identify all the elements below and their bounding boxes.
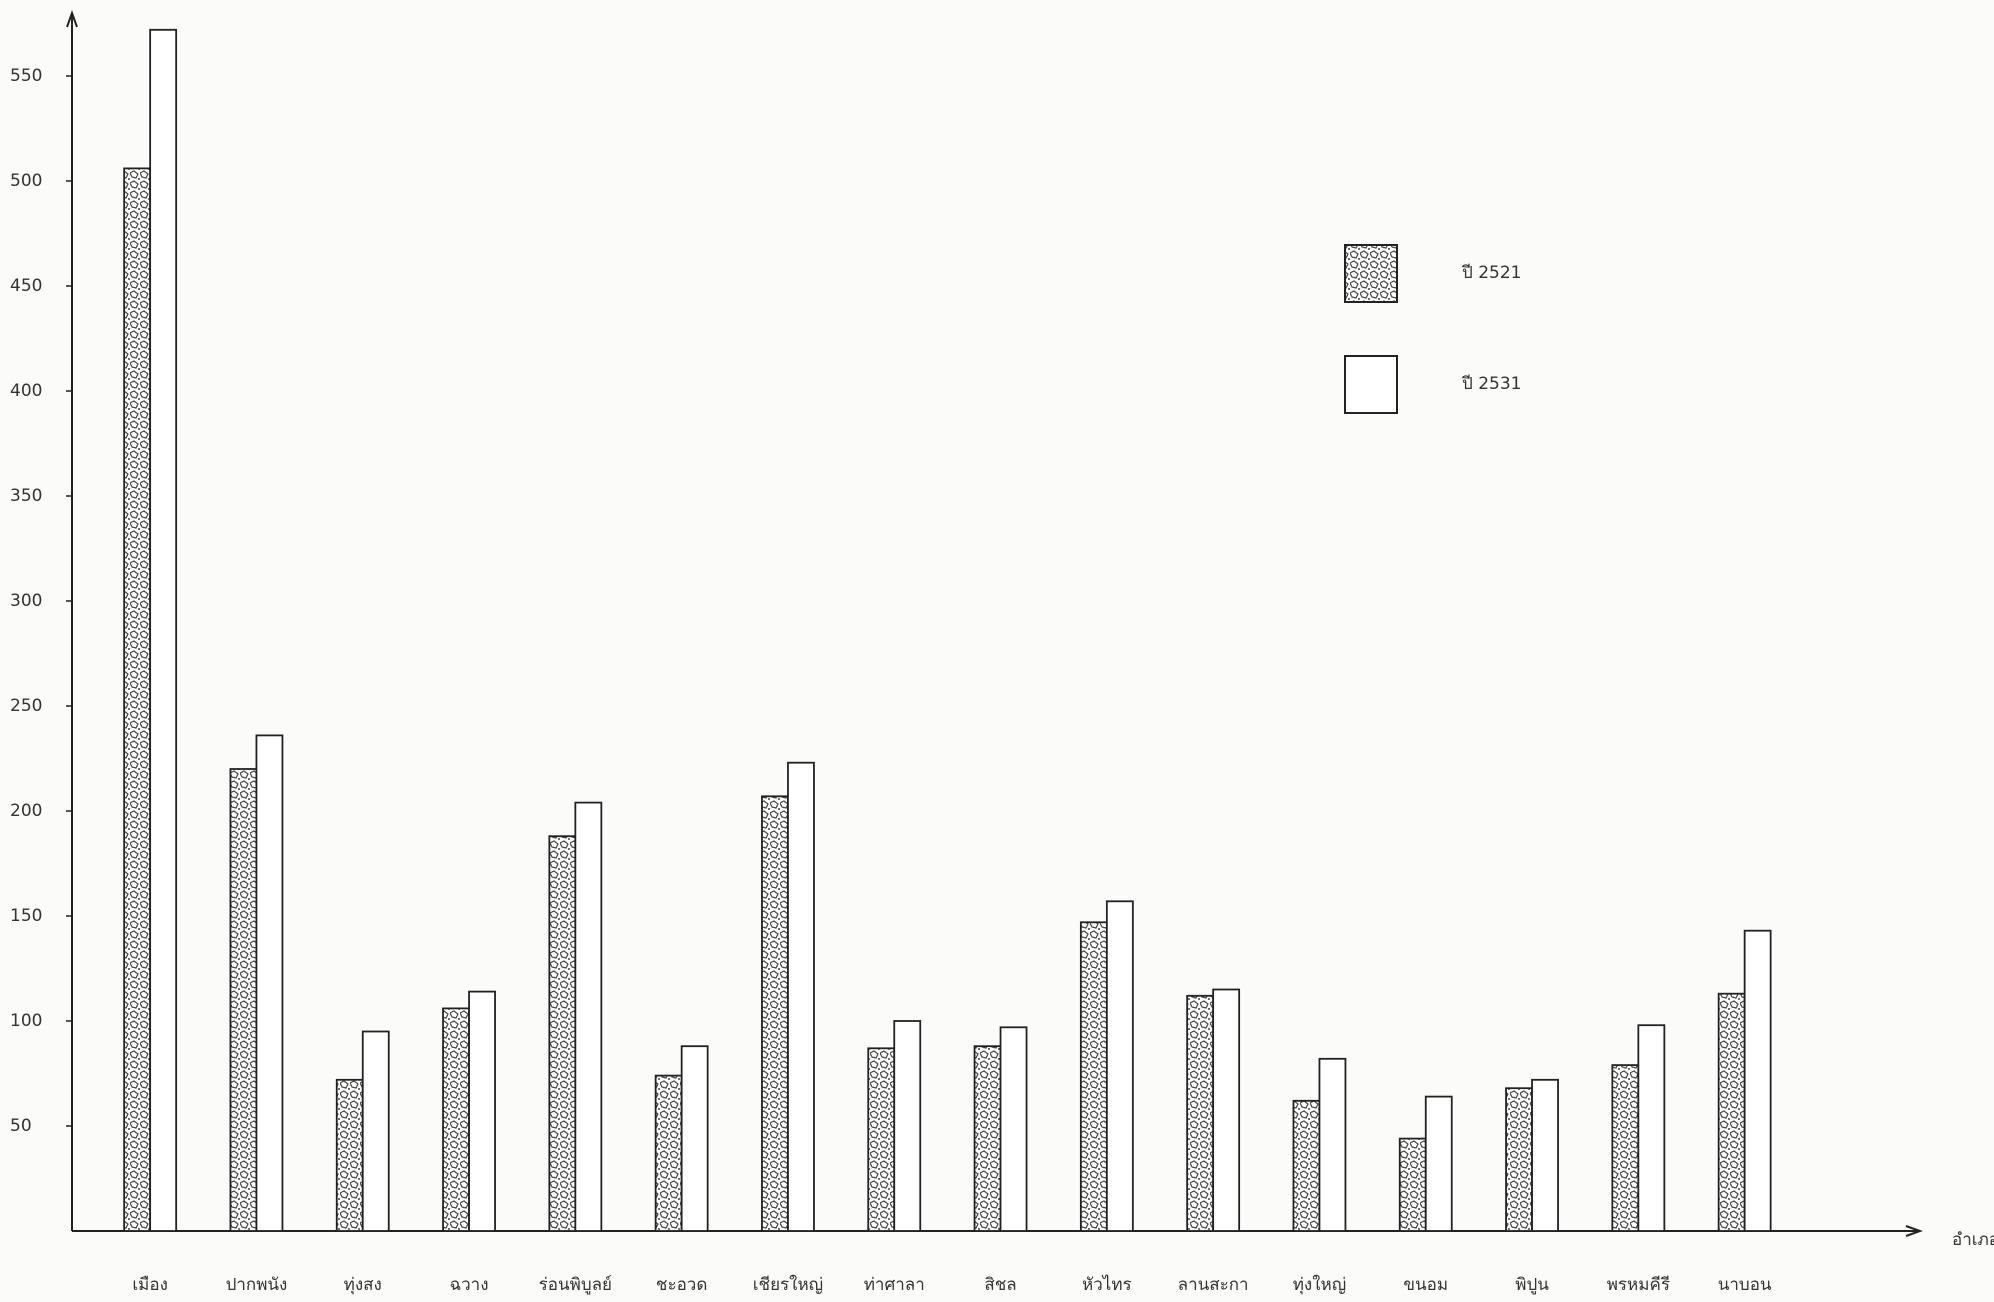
bar	[1531, 1078, 1559, 1232]
x-tick-label: ขนอม	[1403, 1275, 1448, 1295]
y-tick-label: 550	[10, 66, 42, 86]
bar	[442, 1007, 470, 1232]
x-axis-arrow	[1905, 1225, 1923, 1237]
bar	[867, 1047, 896, 1232]
x-tick-label: ร่อนพิบูลย์	[539, 1275, 612, 1295]
bar	[574, 801, 603, 1232]
x-tick-label: ปากพนัง	[226, 1275, 288, 1295]
bar	[1505, 1087, 1533, 1232]
bar	[1292, 1099, 1321, 1232]
legend-swatch	[1344, 355, 1398, 414]
x-tick-label: ลานสะกา	[1178, 1275, 1249, 1295]
y-tick-label: 250	[10, 696, 42, 716]
bar	[335, 1078, 364, 1232]
x-tick-label: หัวไทร	[1082, 1274, 1132, 1295]
bar	[255, 734, 284, 1232]
bar	[1105, 900, 1134, 1232]
x-tick-label: สิชล	[984, 1275, 1016, 1295]
x-tick-label: เชียรใหญ่	[753, 1274, 823, 1295]
y-tick-label: 300	[10, 591, 42, 611]
bar	[1637, 1024, 1666, 1232]
y-tick-label: 200	[10, 801, 42, 821]
bar	[548, 835, 577, 1232]
bar	[468, 990, 496, 1232]
bar	[1079, 921, 1108, 1232]
x-tick-label: ทุ่งสง	[344, 1275, 382, 1295]
bar	[229, 768, 258, 1232]
bar	[761, 795, 789, 1232]
y-axis-arrow	[66, 10, 78, 28]
bar	[1212, 988, 1241, 1232]
x-tick-label: นาบอน	[1718, 1275, 1772, 1295]
x-tick-label: พรหมคีรี	[1607, 1275, 1670, 1295]
bar	[149, 28, 178, 1232]
legend-label: ปี 2521	[1461, 263, 1521, 283]
bar	[1611, 1064, 1640, 1232]
bar	[680, 1045, 709, 1232]
bar	[1424, 1095, 1453, 1232]
x-tick-label: ฉวาง	[450, 1275, 489, 1295]
x-tick-label: พิปูน	[1515, 1275, 1549, 1295]
bar	[1318, 1057, 1347, 1232]
bar	[654, 1074, 683, 1232]
x-tick-label: ทุ่งใหญ่	[1293, 1274, 1347, 1295]
bar	[1743, 929, 1772, 1232]
y-tick-label: 450	[10, 276, 42, 296]
y-tick-label: 100	[10, 1011, 42, 1031]
x-tick-label: ท่าศาลา	[864, 1275, 925, 1295]
bar	[999, 1026, 1028, 1232]
bar	[1398, 1137, 1427, 1232]
x-tick-label: เมือง	[132, 1275, 168, 1295]
legend-swatch	[1344, 244, 1398, 303]
bar	[787, 761, 815, 1232]
y-tick-label: 350	[10, 486, 42, 506]
legend-label: ปี 2531	[1461, 374, 1521, 394]
bar	[123, 167, 152, 1232]
y-tick-label: 150	[10, 906, 42, 926]
bar	[1717, 992, 1746, 1232]
x-axis-label: อำเภอ	[1952, 1230, 1994, 1250]
x-tick-label: ชะอวด	[656, 1275, 707, 1295]
bar	[893, 1020, 922, 1232]
bar	[973, 1045, 1002, 1232]
bar	[1186, 994, 1215, 1232]
bar	[361, 1030, 390, 1232]
y-tick-label: 500	[10, 171, 42, 191]
y-tick-label: 400	[10, 381, 42, 401]
y-tick-label: 50	[10, 1116, 32, 1136]
